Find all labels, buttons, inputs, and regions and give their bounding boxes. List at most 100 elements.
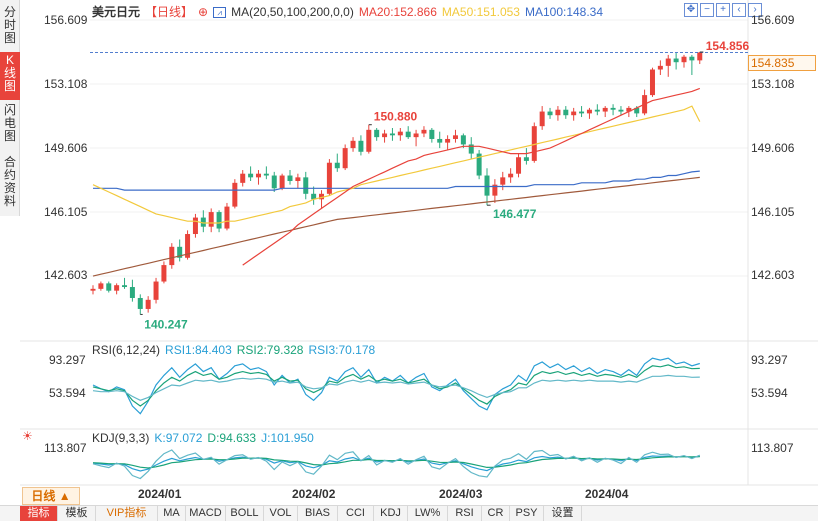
tab-kline[interactable]: K线图 — [0, 52, 20, 100]
kdj-plot — [92, 449, 701, 480]
price-tick-left: 149.606 — [44, 141, 88, 155]
candle-body — [326, 162, 332, 194]
ma50-value: MA50:151.053 — [441, 5, 520, 19]
tab-rsi[interactable]: RSI — [448, 506, 482, 521]
grid-lines — [20, 0, 818, 486]
candle-body — [177, 246, 183, 258]
candle-body — [697, 52, 703, 61]
candle-body — [192, 217, 198, 235]
ma100-line — [93, 170, 700, 191]
candle-body — [673, 58, 679, 63]
candle-body — [634, 107, 640, 114]
scroll-left-icon[interactable]: ‹ — [732, 3, 746, 17]
tab-boll[interactable]: BOLL — [226, 506, 264, 521]
tab-contract-info[interactable]: 合约资料 — [3, 155, 16, 208]
tab-vip-indicators[interactable]: VIP指标 — [96, 506, 158, 521]
ma200-line — [92, 176, 700, 277]
tab-cci[interactable]: CCI — [338, 506, 374, 521]
period-dropdown-button[interactable]: 日线 ▲ — [22, 487, 80, 505]
candle-body — [665, 58, 671, 66]
tab-indicators[interactable]: 指标 — [20, 506, 58, 521]
candle-body — [649, 69, 655, 96]
high-annotation: 150.880 — [374, 110, 418, 124]
candle-body — [508, 173, 514, 178]
tab-lw[interactable]: LW% — [408, 506, 448, 521]
tab-template[interactable]: 模板 — [58, 506, 96, 521]
rsi-tick: 93.297 — [49, 353, 86, 367]
candle-body — [185, 234, 191, 258]
price-tick: 142.603 — [751, 268, 795, 282]
candle-body — [445, 138, 451, 143]
tab-cr[interactable]: CR — [482, 506, 510, 521]
candle-body — [681, 56, 687, 63]
candle-body — [626, 107, 632, 112]
candle-body — [248, 173, 254, 178]
zoom-out-icon[interactable]: − — [700, 3, 714, 17]
rsi1-line — [92, 357, 700, 415]
candle-body — [232, 182, 238, 207]
tab-settings[interactable]: 设置 — [544, 506, 582, 521]
rsi-tick: 53.594 — [49, 386, 86, 400]
chart-toolbar: ✥ − + ‹ › — [682, 1, 762, 17]
date-tick: 2024/03 — [439, 487, 483, 501]
tab-macd[interactable]: MACD — [186, 506, 226, 521]
candle-body — [122, 285, 128, 288]
ma100-value: MA100:148.34 — [524, 5, 604, 19]
kdj-label: KDJ(9,3,3) — [92, 431, 150, 445]
zoom-in-icon[interactable]: + — [716, 3, 730, 17]
kdj-j-value: J:101.950 — [261, 431, 314, 445]
candle-body — [586, 109, 592, 114]
view-tab-bar: 分时图 K线图 闪电图 合约资料 — [0, 0, 20, 216]
candle-body — [492, 184, 498, 196]
candle-body — [90, 288, 96, 291]
rsi-tick-right: 53.594 — [751, 386, 788, 400]
ma-label: MA(20,50,100,200,0,0) — [231, 5, 354, 19]
rsi-legend: RSI(6,12,24) RSI1:84.403 RSI2:79.328 RSI3:7… — [92, 343, 380, 357]
candle-body — [594, 109, 600, 112]
candle-body — [452, 135, 458, 139]
candle-body — [145, 299, 151, 309]
price-tick: 153.108 — [751, 77, 795, 91]
period-label[interactable]: 【日线】 — [145, 5, 194, 19]
candle-body — [295, 177, 301, 182]
ma20-line — [242, 87, 701, 266]
move-icon[interactable]: ✥ — [684, 3, 698, 17]
price-tick: 146.105 — [751, 205, 795, 219]
candle-body — [397, 131, 403, 136]
candle-body — [421, 129, 427, 134]
kdj-tick-right: 113.807 — [751, 441, 794, 455]
rsi2-value: RSI2:79.328 — [236, 343, 304, 357]
candle-body — [255, 173, 261, 178]
settings-icon[interactable]: ⊕ — [198, 5, 209, 19]
tab-psy[interactable]: PSY — [510, 506, 544, 521]
tab-bias[interactable]: BIAS — [298, 506, 338, 521]
indicator-chart-icon[interactable]: ⩘ — [213, 7, 227, 19]
rsi3-line — [92, 374, 700, 401]
tab-ma[interactable]: MA — [158, 506, 186, 521]
date-tick: 2024/01 — [138, 487, 182, 501]
candle-body — [579, 111, 585, 114]
candle-body — [303, 177, 309, 194]
candle-body — [153, 281, 159, 300]
ma20-value: MA20:152.866 — [358, 5, 437, 19]
tab-timeshare[interactable]: 分时图 — [3, 5, 16, 45]
candle-body — [366, 129, 372, 152]
tab-kdj[interactable]: KDJ — [374, 506, 408, 521]
candle-body — [539, 111, 545, 127]
candle-body — [389, 133, 395, 136]
scroll-right-icon[interactable]: › — [748, 3, 762, 17]
kdj-settings-icon[interactable]: ☀ — [22, 429, 33, 443]
kdj-tick: 113.807 — [44, 441, 87, 455]
candle-body — [311, 193, 317, 200]
candle-body — [476, 153, 482, 176]
candle-body — [437, 138, 443, 143]
tab-vol[interactable]: VOL — [264, 506, 298, 521]
candle-body — [98, 283, 104, 289]
main-legend: 美元日元 【日线】 ⊕ ⩘ MA(20,50,100,200,0,0) MA20:152.… — [92, 3, 608, 19]
tab-flash[interactable]: 闪电图 — [3, 103, 16, 143]
candle-body — [516, 157, 522, 174]
candle-body — [610, 107, 616, 110]
candlestick-plot — [90, 52, 748, 315]
